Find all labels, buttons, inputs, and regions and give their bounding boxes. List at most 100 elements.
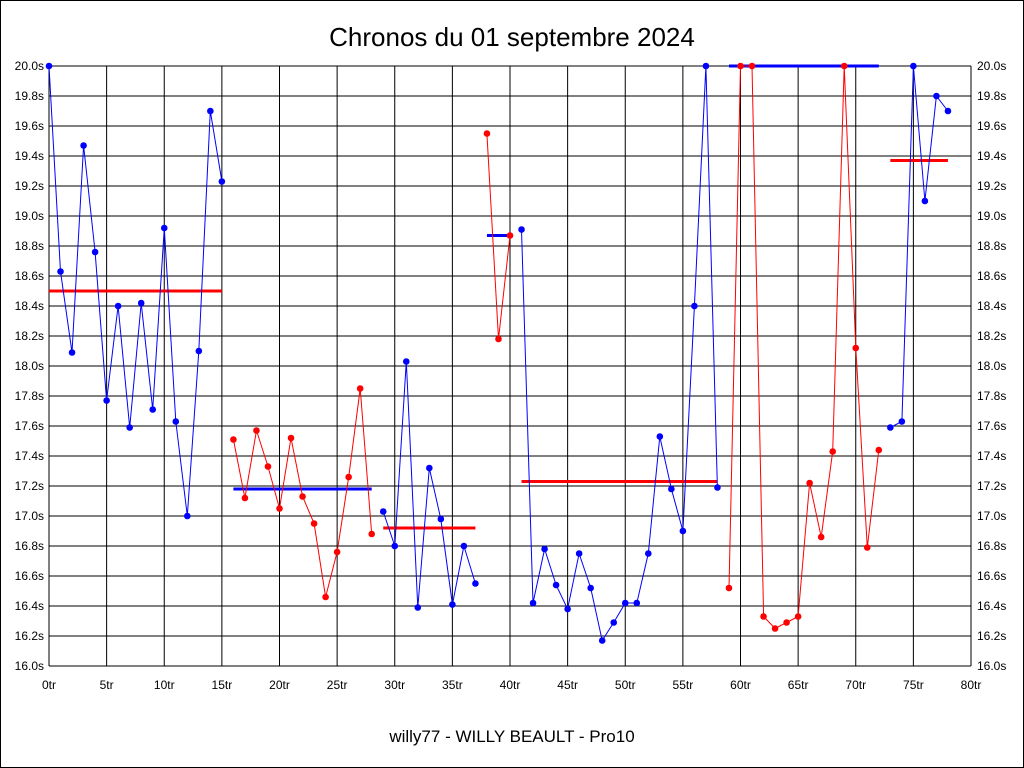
- data-point: [944, 107, 952, 115]
- y-tick-label-right: 19.0s: [977, 209, 1006, 223]
- y-tick-label-left: 18.2s: [15, 329, 44, 343]
- data-point: [564, 605, 571, 613]
- y-tick-label-left: 19.2s: [15, 179, 44, 193]
- data-point: [621, 599, 629, 607]
- data-point: [529, 599, 537, 607]
- y-tick-label-left: 16.4s: [15, 599, 44, 613]
- x-tick-label: 75tr: [903, 678, 924, 692]
- data-point: [483, 130, 491, 137]
- y-tick-label-right: 18.6s: [977, 269, 1006, 283]
- y-tick-label-right: 20.0s: [977, 59, 1006, 73]
- y-tick-label-right: 19.2s: [977, 179, 1006, 193]
- y-tick-label-right: 19.6s: [977, 119, 1006, 133]
- lap-series: [45, 62, 952, 644]
- data-point: [160, 224, 168, 232]
- data-point: [875, 446, 883, 454]
- data-point: [460, 542, 468, 550]
- y-tick-label-right: 18.0s: [977, 359, 1006, 373]
- data-point: [472, 580, 479, 587]
- x-tick-label: 30tr: [384, 678, 405, 692]
- y-tick-label-right: 16.0s: [977, 659, 1006, 673]
- series-line: [890, 65, 949, 428]
- y-tick-label-right: 16.4s: [977, 599, 1006, 613]
- x-tick-label: 55tr: [673, 678, 694, 692]
- data-point: [921, 197, 929, 205]
- y-tick-label-right: 17.8s: [977, 389, 1006, 403]
- data-point: [829, 448, 836, 455]
- x-tick-label: 10tr: [154, 678, 175, 692]
- data-point: [794, 613, 802, 620]
- data-point: [887, 424, 894, 431]
- data-point: [852, 344, 860, 352]
- y-tick-label-right: 16.8s: [977, 539, 1006, 553]
- x-tick-label: 15tr: [212, 678, 233, 692]
- y-tick-label-left: 17.0s: [15, 509, 44, 523]
- data-point: [702, 62, 710, 70]
- y-tick-label-right: 19.4s: [977, 149, 1006, 163]
- data-point: [910, 62, 917, 70]
- y-tick-label-left: 17.8s: [15, 389, 44, 403]
- y-tick-label-right: 17.0s: [977, 509, 1006, 523]
- data-point: [863, 544, 871, 551]
- data-point: [368, 530, 376, 538]
- data-point: [518, 226, 525, 233]
- data-point: [748, 62, 756, 70]
- data-point: [114, 302, 122, 310]
- y-tick-label-left: 17.2s: [15, 479, 44, 493]
- data-point: [137, 299, 145, 307]
- y-tick-label-left: 19.4s: [15, 149, 44, 163]
- y-tick-label-left: 17.4s: [15, 449, 44, 463]
- data-point: [356, 385, 364, 392]
- y-tick-label-left: 16.6s: [15, 569, 44, 583]
- data-point: [149, 406, 157, 413]
- y-tick-label-right: 18.2s: [977, 329, 1006, 343]
- data-point: [806, 479, 813, 487]
- chart-title: Chronos du 01 septembre 2024: [329, 22, 695, 52]
- x-tick-label: 25tr: [327, 678, 348, 692]
- y-tick-label-left: 17.6s: [15, 419, 44, 433]
- data-point: [725, 584, 733, 592]
- data-point: [80, 142, 87, 149]
- series-line: [232, 388, 373, 598]
- data-point: [645, 550, 652, 557]
- data-point: [103, 397, 110, 404]
- x-tick-label: 50tr: [615, 678, 636, 692]
- data-point: [345, 473, 352, 481]
- data-point: [91, 248, 99, 256]
- data-point: [783, 619, 790, 626]
- data-point: [933, 92, 940, 100]
- x-tick-label: 80tr: [961, 678, 982, 692]
- x-tick-label: 40tr: [500, 678, 521, 692]
- chart-grid: [48, 65, 972, 667]
- data-point: [552, 581, 560, 589]
- x-tick-label: 0tr: [42, 678, 56, 692]
- y-tick-label-right: 17.4s: [977, 449, 1006, 463]
- y-tick-label-left: 20.0s: [15, 59, 44, 73]
- data-point: [333, 548, 341, 556]
- x-tick-label: 5tr: [100, 678, 114, 692]
- y-tick-label-left: 19.0s: [15, 209, 44, 223]
- series-line: [728, 65, 880, 630]
- data-point: [771, 625, 779, 632]
- axis-labels: 16.0s 16.0s 16.2s 16.2s 16.4s 16.4s 16.6s 16.6s…: [15, 59, 1007, 692]
- data-point: [449, 601, 456, 608]
- data-point: [737, 62, 744, 70]
- x-tick-label: 45tr: [557, 678, 578, 692]
- data-point: [391, 542, 399, 550]
- data-point: [575, 550, 583, 557]
- y-tick-label-left: 18.6s: [15, 269, 44, 283]
- data-point: [541, 545, 548, 553]
- data-point: [402, 358, 410, 365]
- y-tick-label-left: 18.0s: [15, 359, 44, 373]
- data-point: [379, 508, 387, 515]
- data-point: [668, 485, 675, 493]
- x-tick-label: 35tr: [442, 678, 463, 692]
- data-point: [57, 268, 64, 275]
- y-tick-label-left: 16.0s: [15, 659, 44, 673]
- y-tick-label-left: 19.8s: [15, 89, 44, 103]
- data-point: [760, 613, 767, 620]
- data-point: [437, 515, 445, 523]
- data-point: [218, 178, 226, 185]
- data-point: [126, 424, 133, 431]
